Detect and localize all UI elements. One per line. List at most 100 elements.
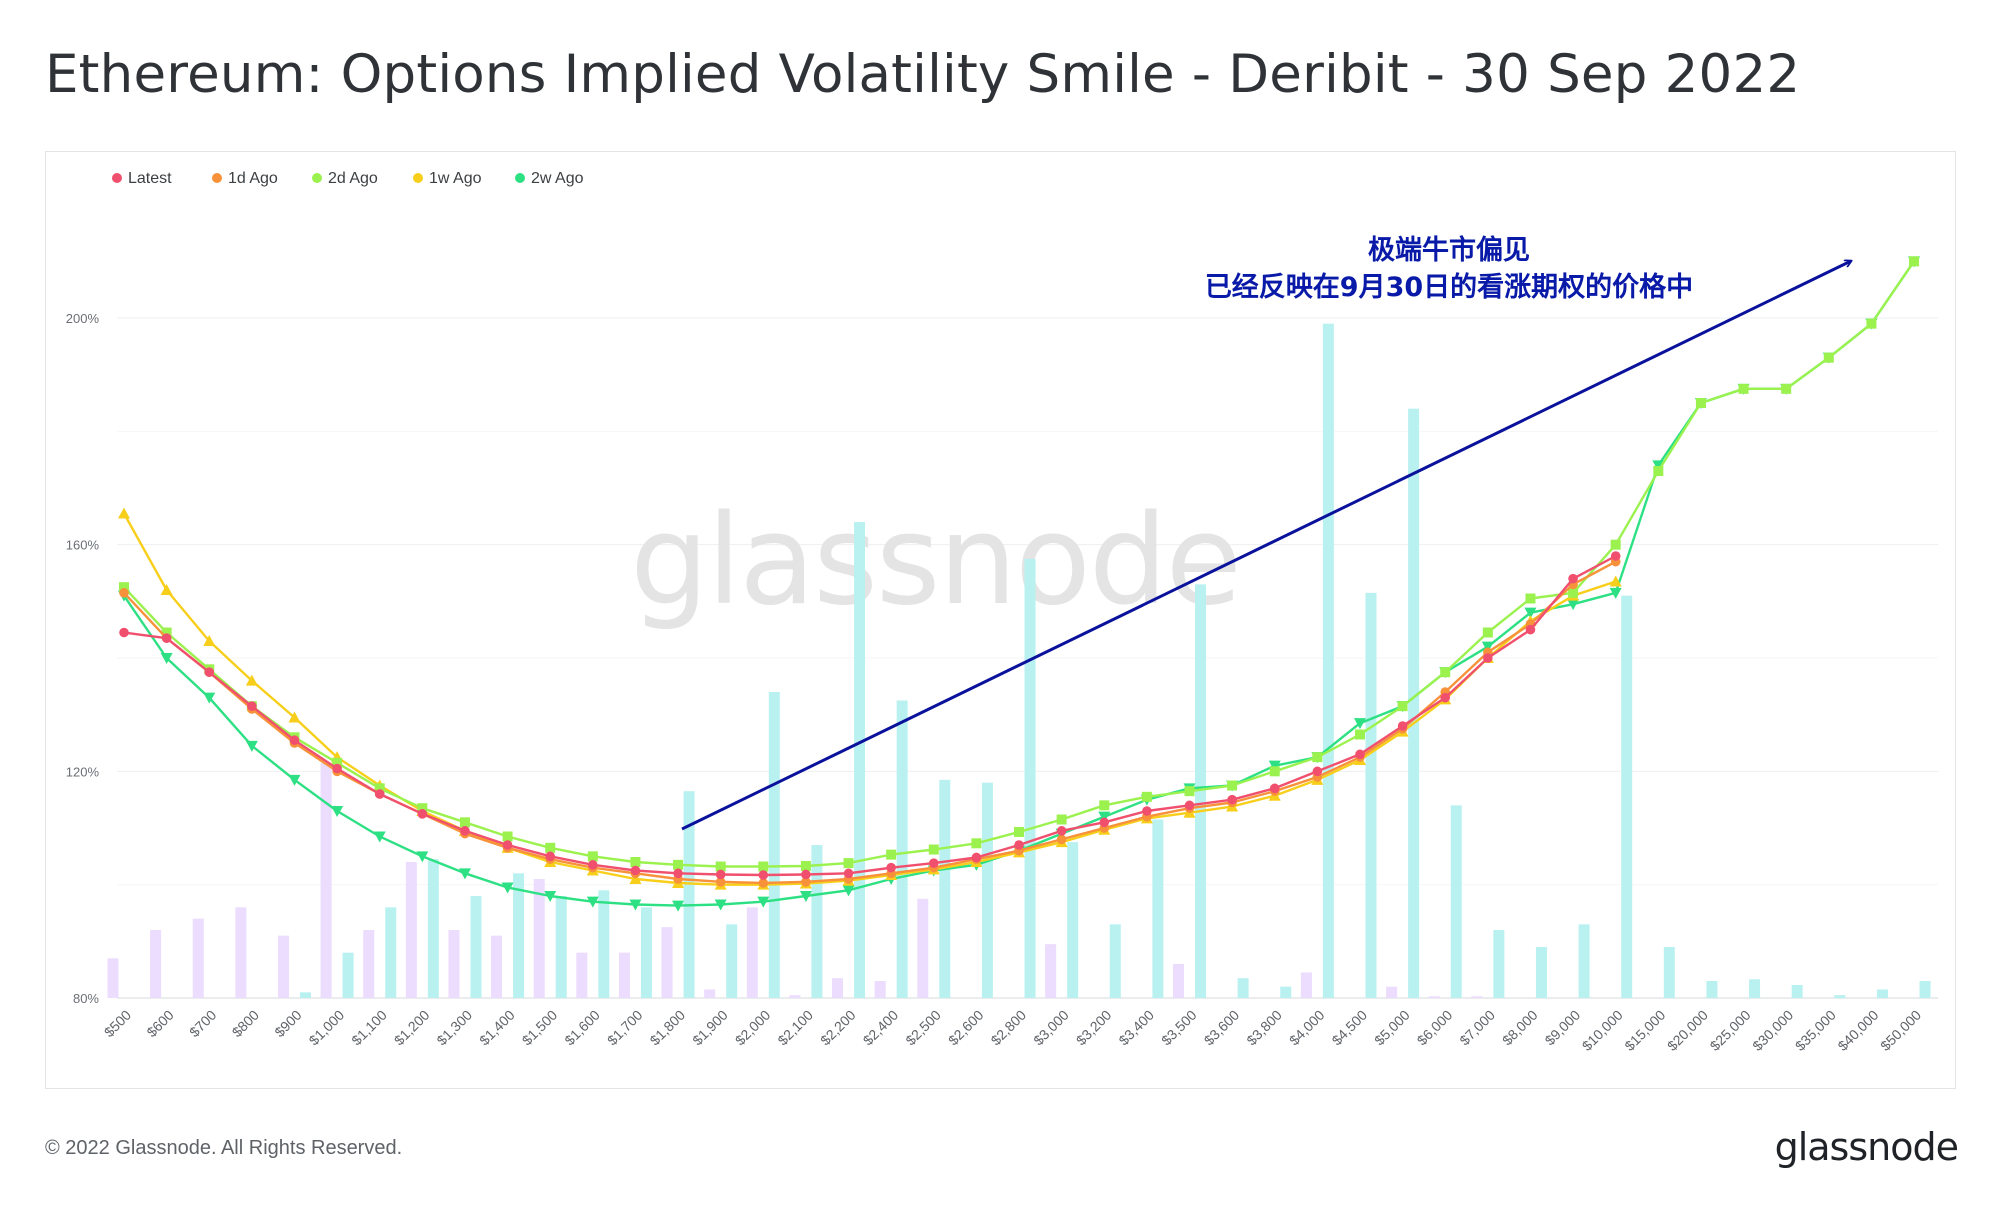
volume-bar <box>1663 947 1675 998</box>
data-point <box>502 840 513 850</box>
data-point <box>800 860 811 871</box>
volume-bar <box>427 859 439 998</box>
data-point <box>1567 599 1580 611</box>
data-point <box>1609 587 1622 599</box>
data-point <box>714 899 727 911</box>
data-point <box>758 878 769 888</box>
data-point <box>1269 766 1280 777</box>
data-point <box>289 735 300 745</box>
volume-bar <box>1706 981 1718 998</box>
data-point <box>1568 573 1578 584</box>
open-interest-bar <box>363 930 375 998</box>
annotation-line1: 极端牛市偏见 <box>1368 234 1530 266</box>
data-point <box>1440 667 1451 678</box>
data-point <box>1268 760 1281 772</box>
x-tick-label: $8,000 <box>1499 1007 1541 1049</box>
x-tick-label: $1,700 <box>604 1007 646 1049</box>
data-point <box>928 844 939 855</box>
x-tick-label: $3,600 <box>1201 1007 1243 1049</box>
data-point <box>1269 783 1280 794</box>
x-tick-label: $1,200 <box>391 1007 433 1049</box>
volume-bar <box>1493 930 1505 998</box>
open-interest-bar <box>192 918 204 998</box>
x-tick-label: $5,000 <box>1371 1007 1413 1049</box>
data-point <box>971 838 982 849</box>
x-tick-label: $6,000 <box>1414 1007 1456 1049</box>
x-tick-label: $800 <box>229 1007 262 1040</box>
legend-swatch <box>515 173 525 183</box>
data-point <box>544 891 557 902</box>
annotation-line2: 已经反映在9月30日的看涨期权的价格中 <box>1205 271 1693 303</box>
data-point <box>1227 794 1237 805</box>
data-point <box>247 701 257 711</box>
data-point <box>928 858 939 868</box>
data-point <box>588 860 598 870</box>
x-tick-label: $20,000 <box>1664 1007 1711 1054</box>
data-point <box>1099 800 1110 811</box>
volume-bar <box>1834 995 1846 998</box>
open-interest-bar <box>661 927 673 998</box>
data-point <box>459 817 470 828</box>
open-interest-bar <box>107 958 119 998</box>
watermark: glassnode <box>630 489 1240 633</box>
volume-bar <box>896 700 908 998</box>
data-point <box>673 859 684 870</box>
bar-series <box>107 323 1931 999</box>
data-point <box>119 582 129 593</box>
open-interest-bar <box>1471 996 1483 998</box>
volume-bar <box>768 692 780 998</box>
data-point <box>886 849 897 860</box>
data-point <box>715 861 726 872</box>
volume-bar <box>1024 558 1036 998</box>
data-point <box>842 885 855 897</box>
data-point <box>843 868 854 879</box>
data-point <box>1397 701 1408 712</box>
open-interest-bar <box>789 995 801 998</box>
volume-bar <box>1365 592 1377 998</box>
data-point <box>1695 398 1706 408</box>
data-point <box>460 826 470 836</box>
open-interest-bar <box>874 981 886 998</box>
volume-bar <box>726 924 738 998</box>
y-tick-label: 120% <box>66 764 100 779</box>
data-point <box>119 627 129 638</box>
open-interest-bar <box>1428 996 1440 998</box>
x-tick-label: $900 <box>271 1007 304 1040</box>
data-point <box>160 653 173 664</box>
data-point <box>1397 721 1408 731</box>
open-interest-bar <box>533 879 545 998</box>
data-point <box>374 789 385 799</box>
volume-bar <box>385 907 397 998</box>
y-tick-label: 160% <box>66 538 100 553</box>
data-point <box>1738 383 1749 394</box>
volume-bar <box>1450 805 1462 998</box>
volume-bar <box>1237 978 1249 998</box>
data-point <box>1184 800 1195 811</box>
volume-bar <box>555 896 567 998</box>
x-tick-label: $2,000 <box>732 1007 774 1049</box>
data-point <box>758 861 769 872</box>
data-point <box>1866 318 1877 329</box>
data-point <box>119 588 129 598</box>
open-interest-bar <box>1386 986 1398 998</box>
open-interest-bar <box>448 930 460 998</box>
x-tick-label: $1,600 <box>561 1007 603 1049</box>
data-point <box>801 869 811 880</box>
volume-bar <box>1876 989 1888 998</box>
x-tick-label: $1,000 <box>306 1007 348 1049</box>
data-point <box>629 873 642 884</box>
copyright: © 2022 Glassnode. All Rights Reserved. <box>45 1137 403 1159</box>
open-interest-bar <box>277 935 289 998</box>
data-point <box>545 851 555 862</box>
y-axis: 80% 120% 160% 200% <box>66 311 100 1006</box>
x-tick-label: $40,000 <box>1834 1007 1881 1054</box>
legend-label: 1w Ago <box>429 170 482 187</box>
open-interest-bar <box>746 907 758 998</box>
data-point <box>799 891 812 902</box>
data-point <box>458 868 471 880</box>
open-interest-bar <box>320 762 332 998</box>
data-point <box>1141 791 1152 802</box>
open-interest-bar <box>1173 964 1184 998</box>
data-point <box>161 627 172 638</box>
x-tick-label: $35,000 <box>1792 1007 1839 1054</box>
